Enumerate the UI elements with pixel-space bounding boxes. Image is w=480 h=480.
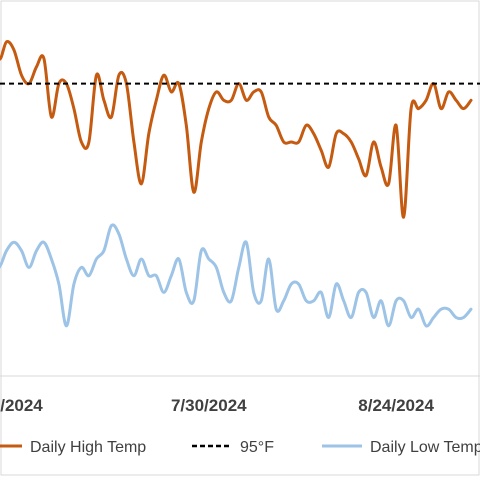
legend-label-95-f: 95°F bbox=[240, 439, 274, 456]
x-axis: /2024 7/30/2024 8/24/2024 bbox=[0, 375, 480, 415]
legend-label-daily-low-temp: Daily Low Temp bbox=[370, 439, 480, 456]
x-tick-label: /2024 bbox=[0, 396, 43, 415]
legend-label-daily-high-temp: Daily High Temp bbox=[30, 439, 146, 456]
x-tick-label: 7/30/2024 bbox=[171, 396, 247, 415]
series-line-daily-low-temp bbox=[0, 223, 473, 328]
legend: Daily High Temp 95°F Daily Low Temp bbox=[0, 439, 480, 456]
plot-area bbox=[0, 40, 480, 328]
x-tick-label: 8/24/2024 bbox=[358, 396, 434, 415]
